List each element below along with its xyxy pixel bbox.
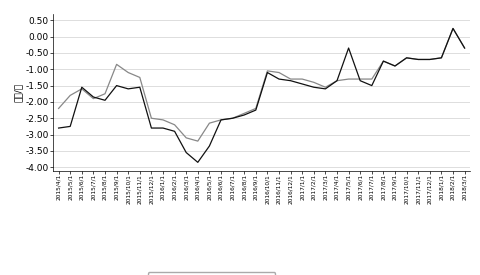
- 阿拉伯中质: [102, 92, 108, 95]
- 巴士拉轻质: [125, 87, 131, 90]
- 巴士拉轻质: [91, 95, 96, 99]
- 巴士拉轻质: [346, 46, 351, 50]
- 阿拉伯中质: [264, 69, 270, 73]
- 阿拉伯中质: [369, 78, 375, 81]
- 巴士拉轻质: [311, 86, 317, 89]
- 阿拉伯中质: [172, 123, 178, 126]
- 阿拉伯中质: [230, 117, 236, 120]
- 巴士拉轻质: [137, 86, 143, 89]
- 巴士拉轻质: [462, 46, 468, 50]
- 阿拉伯中质: [346, 78, 351, 81]
- 阿拉伯中质: [195, 139, 201, 143]
- 阿拉伯中质: [404, 56, 409, 59]
- 巴士拉轻质: [172, 130, 178, 133]
- 巴士拉轻质: [392, 64, 398, 68]
- 巴士拉轻质: [334, 79, 340, 82]
- 巴士拉轻质: [300, 82, 305, 86]
- 巴士拉轻质: [369, 84, 375, 87]
- 阿拉伯中质: [381, 59, 386, 63]
- 阿拉伯中质: [334, 79, 340, 82]
- 巴士拉轻质: [206, 144, 212, 148]
- 巴士拉轻质: [114, 84, 120, 87]
- 巴士拉轻质: [218, 118, 224, 122]
- 巴士拉轻质: [183, 151, 189, 154]
- Legend: 阿拉伯中质, 巴士拉轻质: 阿拉伯中质, 巴士拉轻质: [147, 272, 276, 275]
- 阿拉伯中质: [218, 118, 224, 122]
- 阿拉伯中质: [114, 63, 120, 66]
- 阿拉伯中质: [439, 56, 444, 59]
- 阿拉伯中质: [125, 71, 131, 74]
- 阿拉伯中质: [288, 78, 293, 81]
- Line: 阿拉伯中质: 阿拉伯中质: [59, 28, 465, 141]
- 巴士拉轻质: [415, 58, 421, 61]
- 阿拉伯中质: [323, 86, 328, 89]
- 阿拉伯中质: [462, 46, 468, 50]
- 巴士拉轻质: [56, 126, 61, 130]
- 阿拉伯中质: [206, 122, 212, 125]
- 阿拉伯中质: [415, 58, 421, 61]
- 阿拉伯中质: [148, 117, 154, 120]
- 巴士拉轻质: [241, 113, 247, 117]
- 巴士拉轻质: [276, 78, 282, 81]
- 巴士拉轻质: [253, 108, 259, 112]
- 阿拉伯中质: [311, 81, 317, 84]
- 巴士拉轻质: [195, 161, 201, 164]
- 巴士拉轻质: [427, 58, 432, 61]
- 阿拉伯中质: [56, 107, 61, 110]
- 阿拉伯中质: [300, 78, 305, 81]
- 阿拉伯中质: [91, 97, 96, 100]
- Y-axis label: 美元/桶: 美元/桶: [13, 82, 23, 102]
- 阿拉伯中质: [67, 94, 73, 97]
- 巴士拉轻质: [381, 59, 386, 63]
- 巴士拉轻质: [102, 99, 108, 102]
- 巴士拉轻质: [230, 117, 236, 120]
- 阿拉伯中质: [276, 71, 282, 74]
- 巴士拉轻质: [439, 56, 444, 59]
- 阿拉伯中质: [253, 107, 259, 110]
- Line: 巴士拉轻质: 巴士拉轻质: [59, 28, 465, 162]
- 阿拉伯中质: [357, 78, 363, 81]
- 阿拉伯中质: [137, 76, 143, 79]
- 巴士拉轻质: [264, 71, 270, 74]
- 阿拉伯中质: [79, 87, 84, 90]
- 巴士拉轻质: [67, 125, 73, 128]
- 巴士拉轻质: [404, 56, 409, 59]
- 巴士拉轻质: [148, 126, 154, 130]
- 阿拉伯中质: [160, 118, 166, 122]
- 巴士拉轻质: [79, 86, 84, 89]
- 巴士拉轻质: [357, 79, 363, 82]
- 阿拉伯中质: [427, 58, 432, 61]
- 巴士拉轻质: [450, 27, 456, 30]
- 阿拉伯中质: [392, 64, 398, 68]
- 巴士拉轻质: [323, 87, 328, 90]
- 巴士拉轻质: [160, 126, 166, 130]
- 阿拉伯中质: [241, 112, 247, 115]
- 阿拉伯中质: [450, 27, 456, 30]
- 巴士拉轻质: [288, 79, 293, 82]
- 阿拉伯中质: [183, 136, 189, 139]
